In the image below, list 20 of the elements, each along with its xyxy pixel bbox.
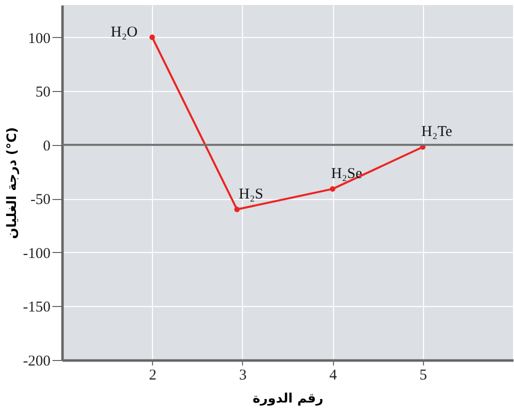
y-tick-label: 50 [36, 84, 50, 101]
x-tick-label: 5 [420, 368, 428, 384]
annotation: H₂Se [331, 166, 362, 182]
y-axis-title: درجة الغليان (°C) [5, 127, 20, 239]
annotation: H₂S [238, 186, 264, 202]
x-tick-label: 3 [239, 368, 247, 384]
point [330, 186, 336, 192]
x-tick-label: 2 [148, 368, 156, 384]
point [234, 206, 240, 212]
annotation: H₂Te [421, 124, 453, 140]
x-axis-title: رقم الدورة [252, 392, 324, 406]
y-tick-label: -200 [23, 354, 50, 370]
y-tick-label: 0 [43, 138, 50, 154]
y-tick-label: 100 [28, 30, 50, 47]
x-tick-label: 4 [329, 368, 338, 384]
point [149, 34, 155, 40]
y-tick-label: -100 [23, 246, 50, 262]
annotation: H₂O [110, 24, 138, 40]
y-tick-label: -150 [23, 300, 50, 316]
y-tick-label: -50 [30, 192, 50, 208]
